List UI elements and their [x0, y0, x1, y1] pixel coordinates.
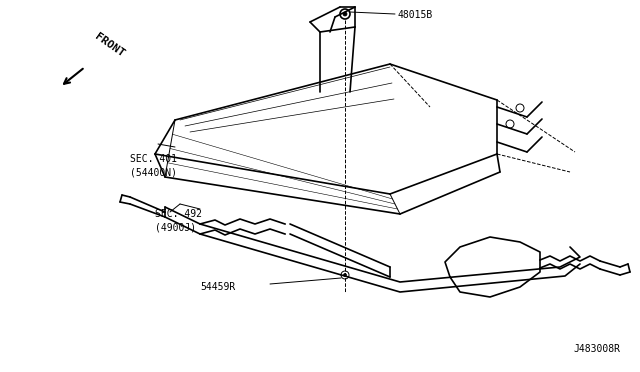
Text: J483008R: J483008R	[573, 344, 620, 354]
Text: FRONT: FRONT	[93, 32, 126, 59]
Text: SEC. 401
(54400N): SEC. 401 (54400N)	[130, 154, 177, 177]
Circle shape	[343, 12, 347, 16]
Circle shape	[344, 273, 346, 276]
Text: 54459R: 54459R	[200, 282, 236, 292]
Text: 48015B: 48015B	[398, 10, 433, 20]
Text: SEC. 492
(4900J): SEC. 492 (4900J)	[155, 209, 202, 232]
